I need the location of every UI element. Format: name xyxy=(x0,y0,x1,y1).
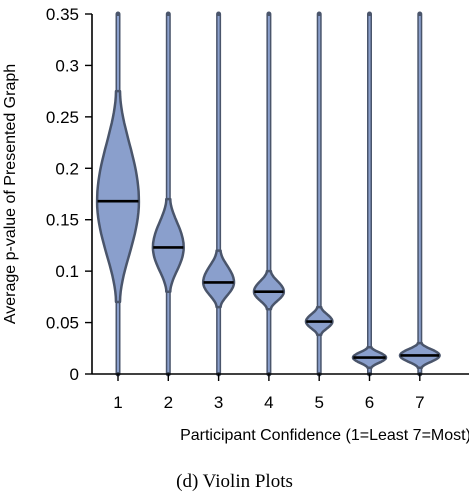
y-tick-label: 0.35 xyxy=(46,5,79,24)
y-tick-label: 0.2 xyxy=(55,159,79,178)
figure-caption: (d) Violin Plots xyxy=(176,471,293,492)
y-axis-ticks: 0 0.05 0.1 0.15 0.2 0.25 0.3 0.35 xyxy=(46,5,92,384)
violin-body xyxy=(151,197,185,293)
y-tick-label: 0.15 xyxy=(46,211,79,230)
y-tick-label: 0.25 xyxy=(46,108,79,127)
x-tick-label: 6 xyxy=(365,393,374,412)
x-tick-label: 5 xyxy=(314,393,323,412)
y-tick-label: 0.05 xyxy=(46,314,79,333)
violin-1 xyxy=(95,11,141,377)
y-tick-label: 0.1 xyxy=(55,262,79,281)
x-axis-label: Participant Confidence (1=Least 7=Most) xyxy=(180,427,469,444)
violin-chart: 0 0.05 0.1 0.15 0.2 0.25 0.3 0.35 1 2 3 4 5 6 7 Parti… xyxy=(2,5,469,444)
violin-body xyxy=(95,89,141,304)
y-tick-label: 0 xyxy=(70,365,79,384)
violin-4 xyxy=(252,11,286,377)
violin-7 xyxy=(398,11,441,377)
x-axis-ticks: 1 2 3 4 5 6 7 xyxy=(113,374,425,412)
x-tick-label: 7 xyxy=(415,393,424,412)
violins xyxy=(95,11,441,377)
x-tick-label: 3 xyxy=(214,393,223,412)
violin-3 xyxy=(201,11,236,377)
y-axis-label: Average p-value of Presented Graph xyxy=(2,64,19,324)
x-tick-label: 2 xyxy=(164,393,173,412)
violin-body xyxy=(252,269,286,311)
y-tick-label: 0.3 xyxy=(55,56,79,75)
violin-body xyxy=(201,249,236,309)
x-tick-label: 4 xyxy=(264,393,273,412)
violin-5 xyxy=(304,11,334,377)
x-tick-label: 1 xyxy=(113,393,122,412)
violin-6 xyxy=(351,11,388,377)
violin-2 xyxy=(151,11,185,377)
